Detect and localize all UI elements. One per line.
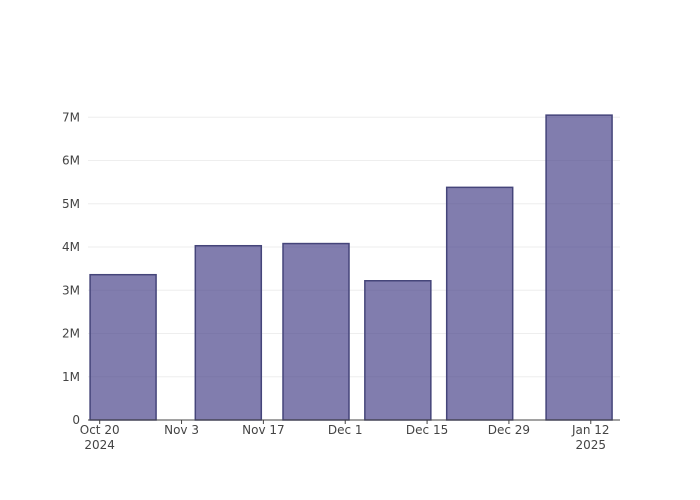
y-tick-label: 0 — [72, 413, 80, 427]
bar — [282, 242, 350, 421]
y-tick-label: 5M — [62, 197, 80, 211]
y-tick-label: 3M — [62, 283, 80, 297]
x-tick-label: Dec 1 — [328, 423, 363, 437]
bar — [545, 114, 613, 421]
x-tick-label: Nov 3 — [164, 423, 199, 437]
y-tick-label: 4M — [62, 240, 80, 254]
bar — [445, 186, 514, 421]
bar — [89, 273, 157, 421]
y-tick-label: 2M — [62, 327, 80, 341]
bar — [194, 244, 263, 421]
y-tick-label: 7M — [62, 110, 80, 124]
x-tick-label: Oct 20 2024 — [80, 423, 120, 452]
x-tick-label: Nov 17 — [242, 423, 285, 437]
bar — [364, 280, 432, 421]
x-tick-label: Dec 29 — [488, 423, 530, 437]
x-tick-label: Dec 15 — [406, 423, 448, 437]
y-tick-label: 6M — [62, 154, 80, 168]
x-tick-label: Jan 12 2025 — [571, 423, 610, 452]
y-tick-label: 1M — [62, 370, 80, 384]
